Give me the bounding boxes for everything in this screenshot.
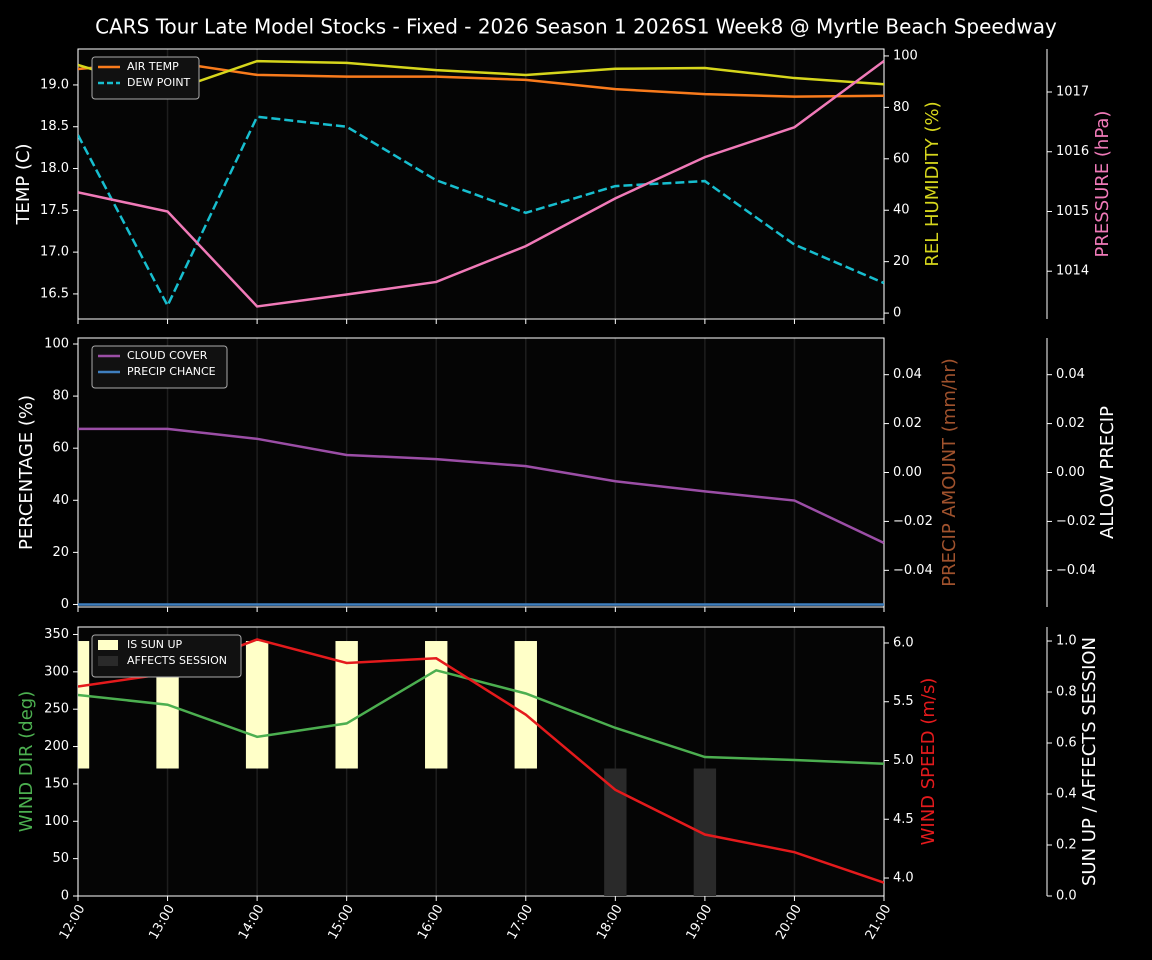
y-tick-label: 80 [52,389,69,404]
y-tick-label: −0.04 [1056,563,1096,578]
y-tick-label: 1.0 [1056,634,1077,649]
axis-label: ALLOW PRECIP [1097,406,1118,539]
y-tick-label: 40 [893,203,910,218]
axis-label: PERCENTAGE (%) [16,395,37,550]
y-tick-label: −0.02 [893,514,933,529]
y-tick-label: 0.04 [893,367,922,382]
legend-label: IS SUN UP [127,638,183,651]
axis-label: PRESSURE (hPa) [1092,111,1113,258]
y-tick-label: 0 [893,306,901,321]
legend: IS SUN UP AFFECTS SESSION [91,634,242,678]
plot-layer [78,427,884,606]
y-tick-label: 100 [44,336,69,351]
y-tick-label: 0.00 [893,465,922,480]
y-tick-label: −0.04 [893,563,933,578]
y-tick-label: 1017 [1056,85,1089,100]
y-tick-label: 100 [893,48,918,63]
y-tick-label: 17.5 [40,203,69,218]
plot-frame [77,48,885,320]
y-tick-label: 4.0 [893,871,914,886]
plot-frame [77,337,885,608]
y-tick-label: 350 [44,627,69,642]
legend-marker [98,656,118,666]
y-tick-label: 0 [61,597,69,612]
y-tick-label: 1014 [1056,264,1089,279]
y-tick-label: 0.00 [1056,465,1085,480]
y-tick-label: 250 [44,702,69,717]
axis-label: WIND DIR (deg) [16,691,37,833]
y-tick-label: 50 [52,851,69,866]
legend-marker [98,640,118,650]
series-line [78,59,884,308]
bar [78,641,90,769]
legend: AIR TEMP DEW POINT [91,56,200,100]
series-line [78,115,884,309]
y-tick-label: −0.02 [1056,514,1096,529]
y-tick-label: 0.2 [1056,838,1077,853]
y-tick-label: 80 [893,100,910,115]
legend-box [91,634,242,678]
y-tick-label: 200 [44,739,69,754]
y-tick-label: 0.8 [1056,685,1077,700]
y-tick-label: 0 [61,889,69,904]
y-tick-label: 19.0 [40,77,69,92]
series-line [78,59,884,94]
bar [425,641,448,769]
legend-label: PRECIP CHANCE [127,365,216,378]
series-line [78,668,884,765]
bar [693,768,717,896]
legend-label: AIR TEMP [127,60,179,73]
axis-label: SUN UP / AFFECTS SESSION [1079,637,1100,886]
y-tick-label: 18.5 [40,119,69,134]
y-tick-label: 16.5 [40,286,69,301]
y-tick-label: 40 [52,493,69,508]
y-tick-label: 20 [893,254,910,269]
y-tick-label: 18.0 [40,161,69,176]
axis-label: WIND SPEED (m/s) [918,678,939,846]
bar [335,641,358,769]
y-tick-label: 0.0 [1056,889,1077,904]
bar [245,641,269,769]
y-tick-label: 1016 [1056,144,1089,159]
plot-layer [78,59,884,309]
legend-label: CLOUD COVER [127,349,208,362]
legend-label: AFFECTS SESSION [127,654,227,667]
y-tick-label: 0.04 [1056,367,1085,382]
legend: CLOUD COVER PRECIP CHANCE [91,345,228,389]
y-tick-label: 0.02 [893,416,922,431]
y-tick-label: 100 [44,814,69,829]
axis-label: REL HUMIDITY (%) [922,101,943,266]
legend-label: DEW POINT [127,76,191,89]
y-tick-label: 5.0 [893,753,914,768]
chart-title: CARS Tour Late Model Stocks - Fixed - 20… [95,15,1057,39]
series-line [78,60,884,98]
y-tick-label: 20 [52,545,69,560]
y-tick-label: 0.6 [1056,736,1077,751]
y-tick-label: 5.5 [893,694,914,709]
y-tick-label: 4.5 [893,812,914,827]
y-tick-label: 60 [893,151,910,166]
y-tick-label: 6.0 [893,635,914,650]
legend-box [91,345,228,389]
bar [514,641,537,769]
axis-label: PRECIP AMOUNT (mm/hr) [939,358,960,587]
axis-label: TEMP (C) [13,143,34,225]
y-tick-label: 60 [52,441,69,456]
y-tick-label: 150 [44,776,69,791]
y-tick-label: 300 [44,664,69,679]
series-line [78,427,884,545]
y-tick-label: 1015 [1056,204,1089,219]
bar [604,768,627,896]
plot-area [78,49,884,319]
y-tick-label: 0.4 [1056,787,1077,802]
plot-layer [78,638,884,896]
y-tick-label: 17.0 [40,245,69,260]
y-tick-label: 0.02 [1056,416,1085,431]
